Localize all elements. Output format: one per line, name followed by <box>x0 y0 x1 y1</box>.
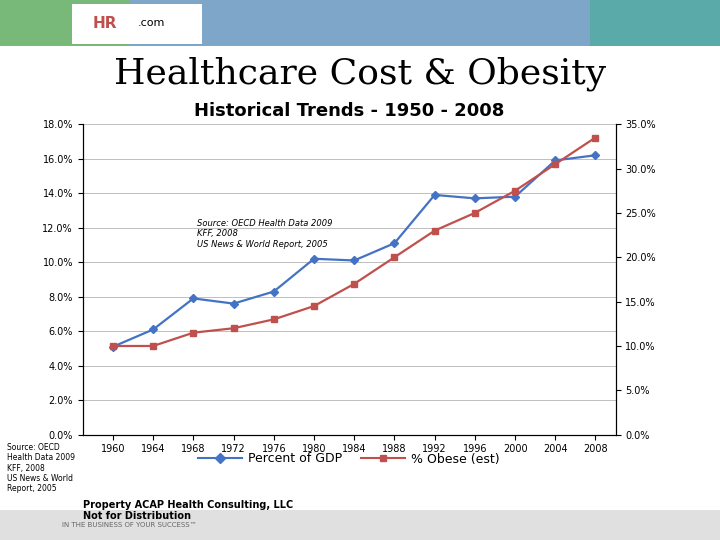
Percent of GDP <box>390 240 399 246</box>
% Obese (est) <box>591 134 600 141</box>
Text: Source: OECD
Health Data 2009
KFF, 2008
US News & World
Report, 2005: Source: OECD Health Data 2009 KFF, 2008 … <box>7 443 75 494</box>
Text: Source: OECD Health Data 2009
KFF, 2008
US News & World Report, 2005: Source: OECD Health Data 2009 KFF, 2008 … <box>197 219 333 249</box>
Line: Percent of GDP: Percent of GDP <box>110 152 598 350</box>
Text: Healthcare Cost & Obesity: Healthcare Cost & Obesity <box>114 57 606 91</box>
Percent of GDP <box>591 152 600 159</box>
% Obese (est) <box>350 281 359 287</box>
Percent of GDP <box>471 195 480 201</box>
Text: HR: HR <box>92 16 117 31</box>
Percent of GDP <box>149 326 158 333</box>
Line: % Obese (est): % Obese (est) <box>110 134 598 349</box>
% Obese (est) <box>310 303 318 309</box>
% Obese (est) <box>510 187 519 194</box>
Text: Property ACAP Health Consulting, LLC
Not for Distribution: Property ACAP Health Consulting, LLC Not… <box>83 500 293 521</box>
% Obese (est) <box>109 343 117 349</box>
Percent of GDP <box>189 295 198 302</box>
Percent of GDP <box>310 255 318 262</box>
% Obese (est) <box>149 343 158 349</box>
% Obese (est) <box>471 210 480 216</box>
Percent of GDP <box>551 157 559 164</box>
Percent of GDP <box>350 257 359 264</box>
Percent of GDP <box>269 288 278 295</box>
% Obese (est) <box>189 329 198 336</box>
Title: Historical Trends - 1950 - 2008: Historical Trends - 1950 - 2008 <box>194 102 505 120</box>
Legend: Percent of GDP, % Obese (est): Percent of GDP, % Obese (est) <box>194 448 505 470</box>
% Obese (est) <box>431 227 439 234</box>
% Obese (est) <box>269 316 278 322</box>
Percent of GDP <box>229 300 238 307</box>
Text: IN THE BUSINESS OF YOUR SUCCESS™: IN THE BUSINESS OF YOUR SUCCESS™ <box>63 522 197 528</box>
% Obese (est) <box>551 161 559 167</box>
% Obese (est) <box>229 325 238 332</box>
Percent of GDP <box>431 192 439 198</box>
% Obese (est) <box>390 254 399 260</box>
Text: .com: .com <box>138 18 165 28</box>
Percent of GDP <box>510 193 519 200</box>
Percent of GDP <box>109 343 117 350</box>
